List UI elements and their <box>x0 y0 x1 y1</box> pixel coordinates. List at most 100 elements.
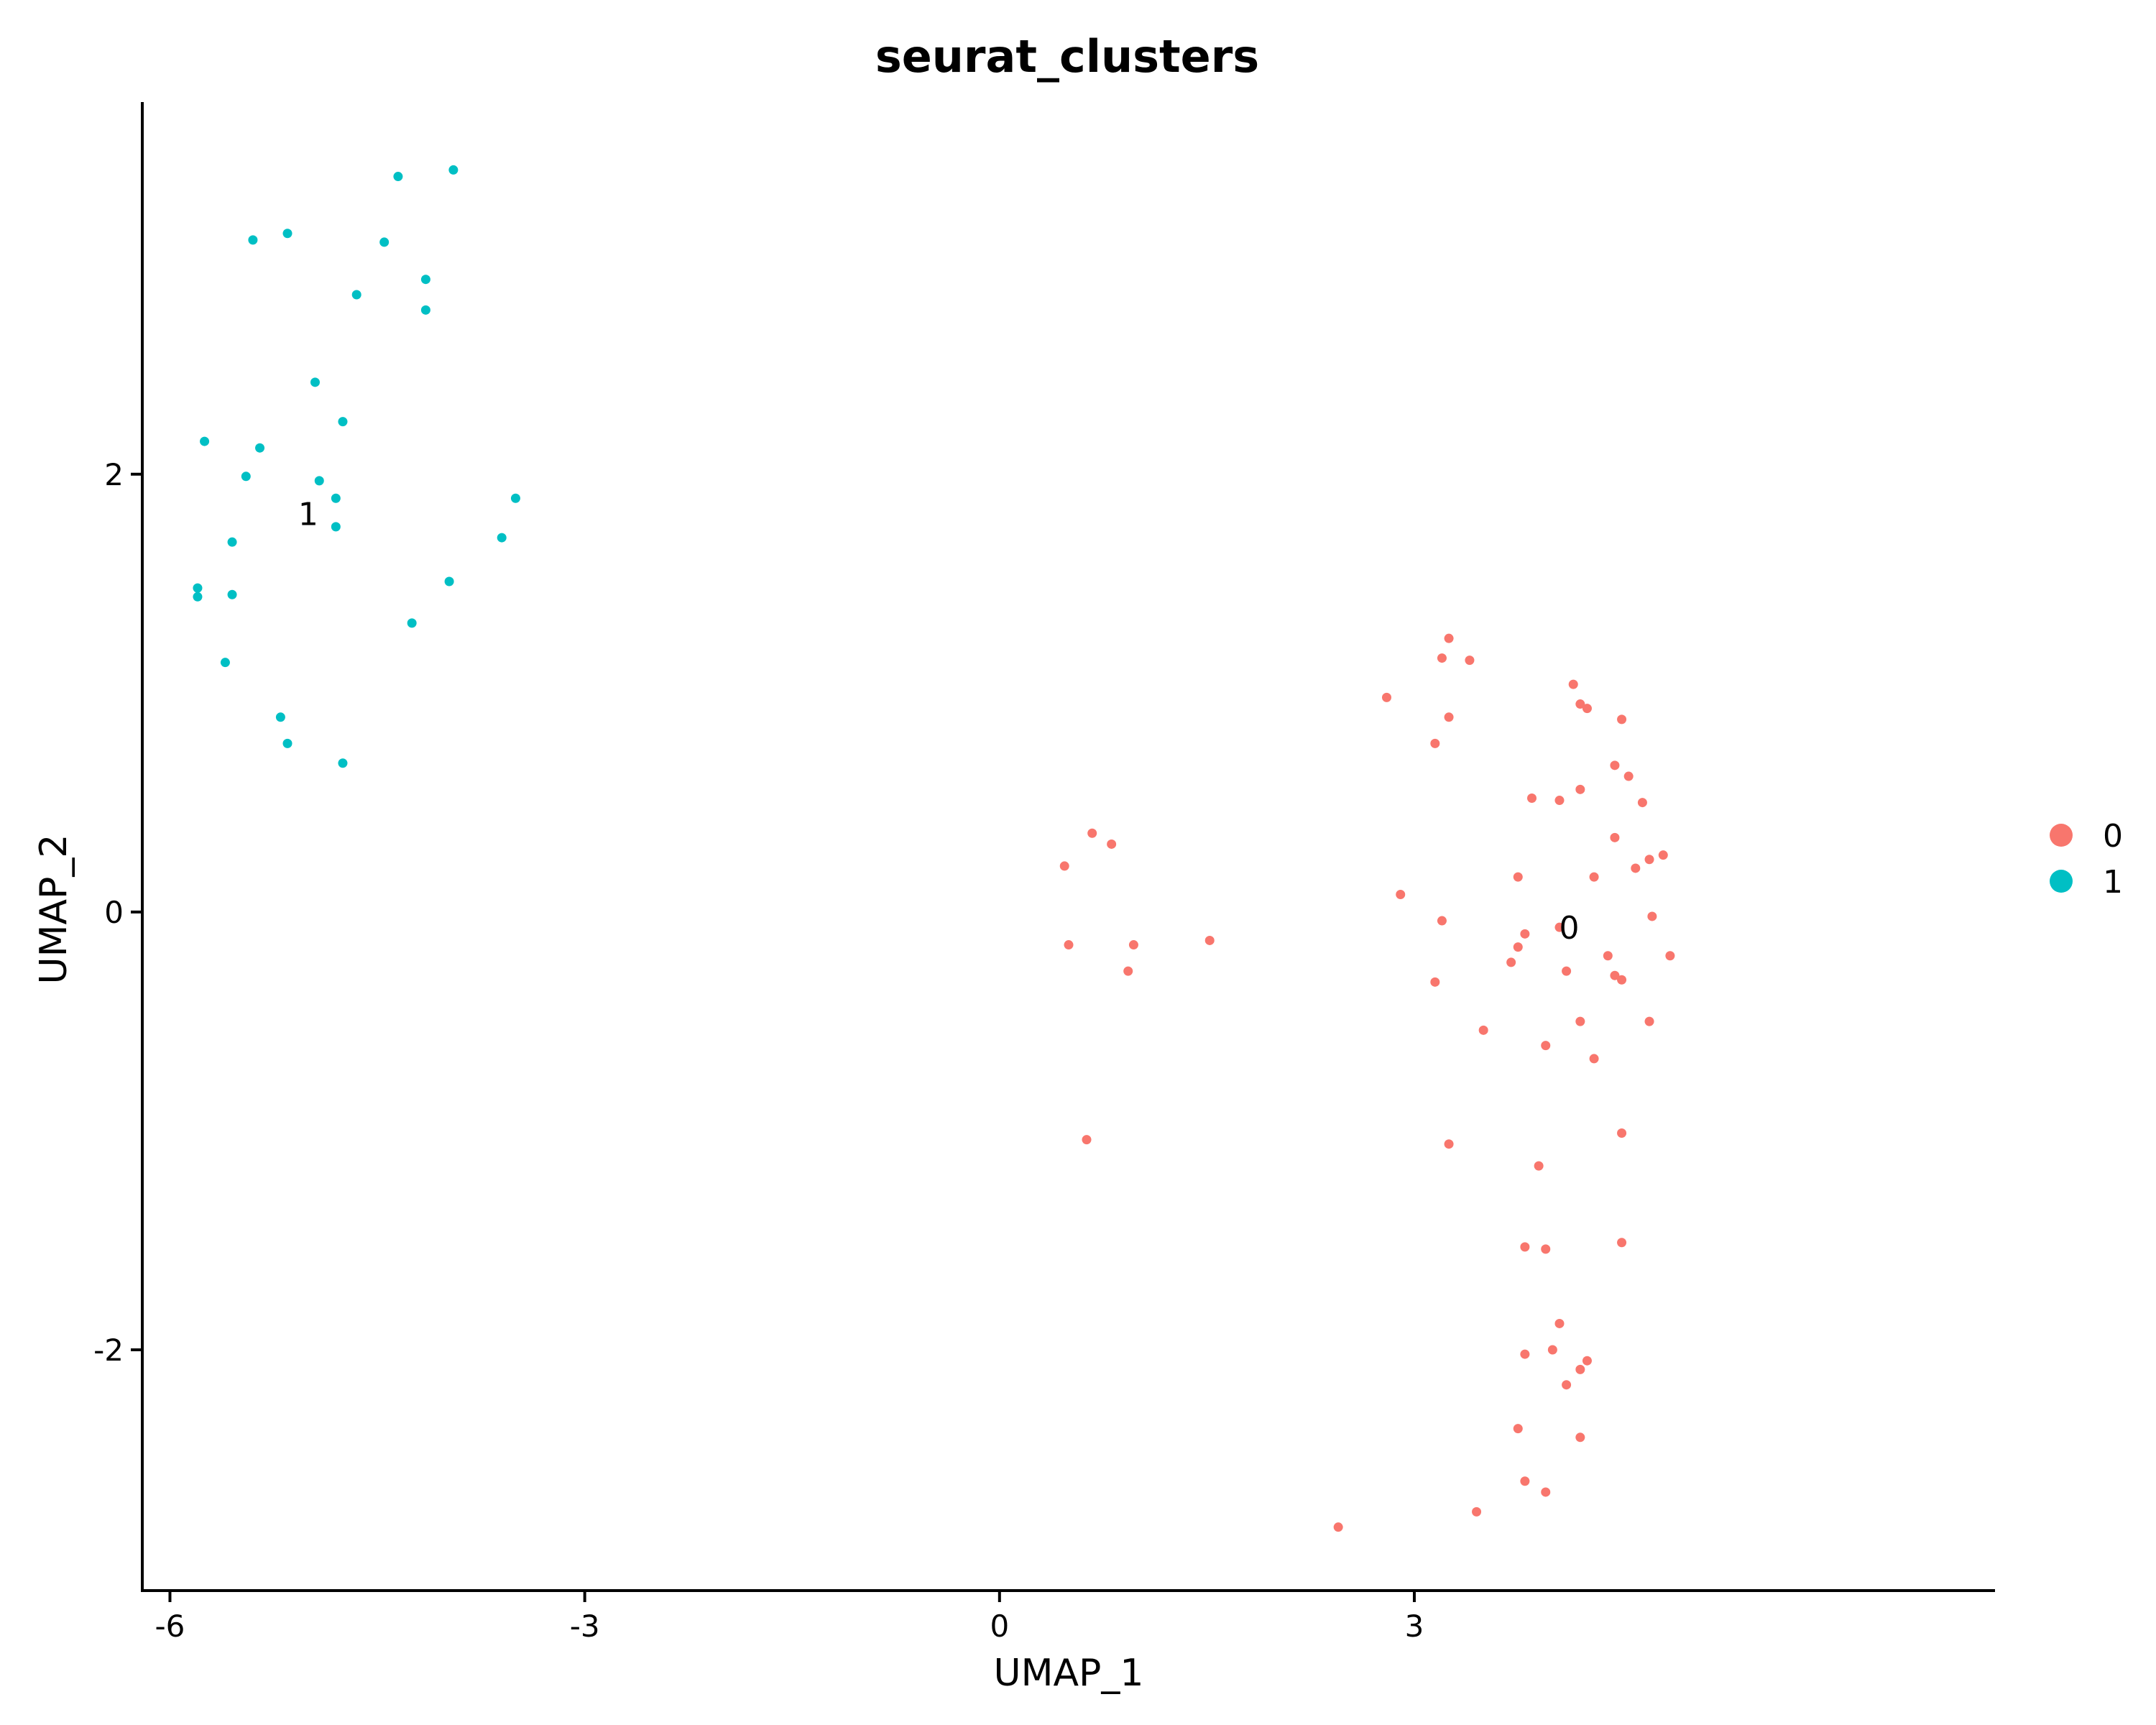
cluster-0-point <box>1472 1506 1482 1517</box>
cluster-1-label: 1 <box>298 497 318 533</box>
cluster-0-point <box>1541 1487 1551 1497</box>
cluster-0-point <box>1444 712 1454 722</box>
cluster-0-point <box>1554 1318 1565 1328</box>
cluster-0-point <box>1562 966 1572 976</box>
cluster-0-point <box>1520 1242 1530 1252</box>
cluster-1-point <box>338 417 348 427</box>
legend: 01 <box>2050 818 2123 901</box>
cluster-0-point <box>1603 951 1613 961</box>
cluster-0-point <box>1064 940 1074 950</box>
cluster-1-point <box>248 235 258 245</box>
cluster-1-point <box>420 275 430 285</box>
cluster-0-point <box>1059 861 1069 871</box>
cluster-0-point <box>1520 1476 1530 1486</box>
cluster-1-point <box>379 237 390 247</box>
cluster-0-point <box>1617 1128 1627 1138</box>
cluster-1-point <box>444 576 454 586</box>
x-tick-label: -6 <box>155 1609 185 1644</box>
cluster-1-point <box>393 172 403 182</box>
cluster-0-point <box>1541 1041 1551 1051</box>
cluster-0-point <box>1520 929 1530 939</box>
cluster-0-point <box>1444 633 1454 643</box>
cluster-0-point <box>1665 951 1675 961</box>
chart-title: seurat_clusters <box>875 30 1259 83</box>
cluster-1-point <box>241 472 251 482</box>
x-tick-label: 3 <box>1405 1609 1424 1644</box>
cluster-0-point <box>1568 679 1578 689</box>
cluster-1-point <box>314 476 324 486</box>
x-axis-label: UMAP_1 <box>994 1652 1144 1695</box>
cluster-0-point <box>1107 839 1117 849</box>
cluster-0-point <box>1087 828 1097 838</box>
cluster-0-point <box>1610 970 1620 980</box>
cluster-0-point <box>1513 872 1523 882</box>
cluster-0-point <box>1610 760 1620 770</box>
cluster-1-point <box>420 305 430 315</box>
cluster-0-point <box>1575 699 1585 709</box>
cluster-1-point <box>200 436 210 446</box>
cluster-0-point <box>1381 692 1391 702</box>
cluster-0-point <box>1430 977 1440 987</box>
cluster-0-point <box>1644 1016 1654 1026</box>
x-tick-label: -3 <box>570 1609 600 1644</box>
cluster-0-point <box>1547 1345 1557 1355</box>
cluster-1-point <box>282 738 292 748</box>
data-points <box>193 165 1675 1532</box>
legend-key-0 <box>2050 824 2073 847</box>
cluster-0-point <box>1444 1139 1454 1149</box>
cluster-1-point <box>407 618 417 628</box>
cluster-0-point <box>1527 793 1537 803</box>
y-tick-label: 0 <box>104 895 124 930</box>
cluster-0-point <box>1658 850 1668 860</box>
cluster-0-point <box>1082 1135 1092 1145</box>
cluster-0-point <box>1582 1356 1592 1366</box>
cluster-0-point <box>1575 1016 1585 1026</box>
legend-label-0: 0 <box>2103 818 2123 855</box>
cluster-1-point <box>448 165 459 175</box>
cluster-0-point <box>1582 704 1592 714</box>
cluster-0-point <box>1644 855 1654 865</box>
cluster-0-point <box>1437 916 1447 926</box>
cluster-0-point <box>1333 1522 1343 1532</box>
cluster-1-point <box>282 229 292 239</box>
cluster-0-point <box>1128 940 1138 950</box>
cluster-0-point <box>1430 738 1440 748</box>
cluster-1-point <box>193 592 203 602</box>
legend-label-1: 1 <box>2103 864 2123 901</box>
cluster-0-point <box>1589 872 1599 882</box>
y-axis-ticks: -2 0 2 <box>93 457 142 1368</box>
cluster-1-point <box>227 589 237 599</box>
cluster-0-point <box>1534 1161 1544 1171</box>
cluster-1-point <box>227 537 237 547</box>
y-tick-label: -2 <box>93 1333 124 1368</box>
cluster-0-point <box>1575 784 1585 794</box>
cluster-0-label: 0 <box>1559 910 1579 947</box>
cluster-1-point <box>497 533 507 543</box>
cluster-1-point <box>331 522 341 532</box>
cluster-1-point <box>255 443 265 453</box>
cluster-1-point <box>510 493 520 503</box>
cluster-0-point <box>1465 656 1475 666</box>
cluster-0-point <box>1610 832 1620 842</box>
cluster-1-point <box>220 658 230 668</box>
cluster-0-point <box>1617 714 1627 724</box>
cluster-0-point <box>1123 966 1133 976</box>
cluster-0-point <box>1437 653 1447 663</box>
cluster-0-point <box>1575 1364 1585 1374</box>
cluster-1-point <box>193 583 203 593</box>
cluster-1-point <box>275 712 285 722</box>
cluster-0-point <box>1541 1244 1551 1254</box>
cluster-0-point <box>1478 1025 1488 1035</box>
cluster-0-point <box>1396 890 1406 900</box>
cluster-0-point <box>1204 935 1215 945</box>
y-tick-label: 2 <box>104 457 124 492</box>
cluster-1-point <box>338 758 348 768</box>
cluster-0-point <box>1623 771 1634 781</box>
cluster-0-point <box>1554 796 1565 806</box>
cluster-0-point <box>1554 922 1565 932</box>
cluster-0-point <box>1520 1349 1530 1359</box>
cluster-0-point <box>1617 1238 1627 1248</box>
x-axis-ticks: -6 -3 0 3 <box>155 1591 1424 1644</box>
cluster-1-point <box>310 377 320 387</box>
